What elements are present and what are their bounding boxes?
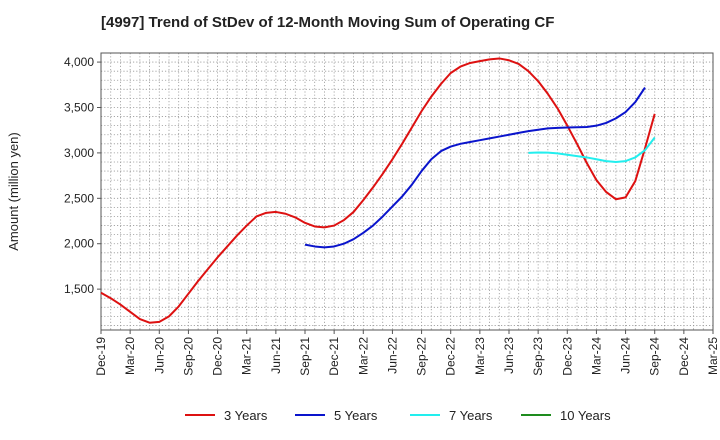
series-line-3-years [100, 57, 656, 324]
x-tick-label: Mar-23 [473, 337, 487, 375]
x-tick-label: Jun-24 [619, 337, 633, 374]
legend-label: 7 Years [449, 408, 493, 423]
x-tick-label: Dec-20 [211, 337, 225, 376]
legend-label: 10 Years [560, 408, 611, 423]
legend: 3 Years 5 Years 7 Years 10 Years [185, 408, 611, 423]
y-tick-label: 2,000 [64, 237, 94, 251]
series-line-7-years [528, 136, 656, 163]
x-tick-label: Jun-22 [385, 337, 399, 374]
x-tick-label: Sep-20 [181, 337, 195, 376]
x-tick-label: Jun-20 [152, 337, 166, 374]
series-line-5-years [304, 86, 646, 249]
x-tick-label: Mar-22 [356, 337, 370, 375]
series-lines [100, 57, 656, 324]
y-tick-label: 2,500 [64, 191, 94, 205]
x-tick-label: Sep-21 [298, 337, 312, 376]
y-axis-label: Amount (million yen) [6, 132, 21, 251]
x-tick-label: Dec-19 [94, 337, 108, 376]
x-tick-label: Sep-22 [415, 337, 429, 376]
x-tick-label: Dec-21 [327, 337, 341, 376]
x-tick-label: Jun-21 [269, 337, 283, 374]
x-tick-label: Sep-24 [648, 337, 662, 376]
x-tick-label: Dec-22 [444, 337, 458, 376]
y-tick-label: 3,000 [64, 146, 94, 160]
x-tick-label: Mar-25 [706, 337, 720, 375]
y-tick-label: 1,500 [64, 282, 94, 296]
x-tick-label: Sep-23 [531, 337, 545, 376]
y-tick-label: 3,500 [64, 100, 94, 114]
x-tick-label: Dec-23 [560, 337, 574, 376]
chart-title: [4997] Trend of StDev of 12-Month Moving… [101, 14, 555, 31]
x-axis-ticks: Dec-19 Mar-20 Jun-20 Sep-20 Dec-20 Mar-21 Jun-… [94, 330, 720, 376]
x-tick-label: Mar-21 [240, 337, 254, 375]
x-tick-label: Mar-20 [123, 337, 137, 375]
y-axis-ticks: 1,500 2,000 2,500 3,000 3,500 4,000 [64, 55, 101, 296]
y-tick-label: 4,000 [64, 55, 94, 69]
x-tick-label: Jun-23 [502, 337, 516, 374]
legend-label: 3 Years [224, 408, 268, 423]
x-tick-label: Mar-24 [589, 337, 603, 375]
x-tick-label: Dec-24 [677, 337, 691, 376]
grid-lines [101, 53, 713, 330]
legend-label: 5 Years [334, 408, 378, 423]
plot-frame [100, 52, 714, 331]
